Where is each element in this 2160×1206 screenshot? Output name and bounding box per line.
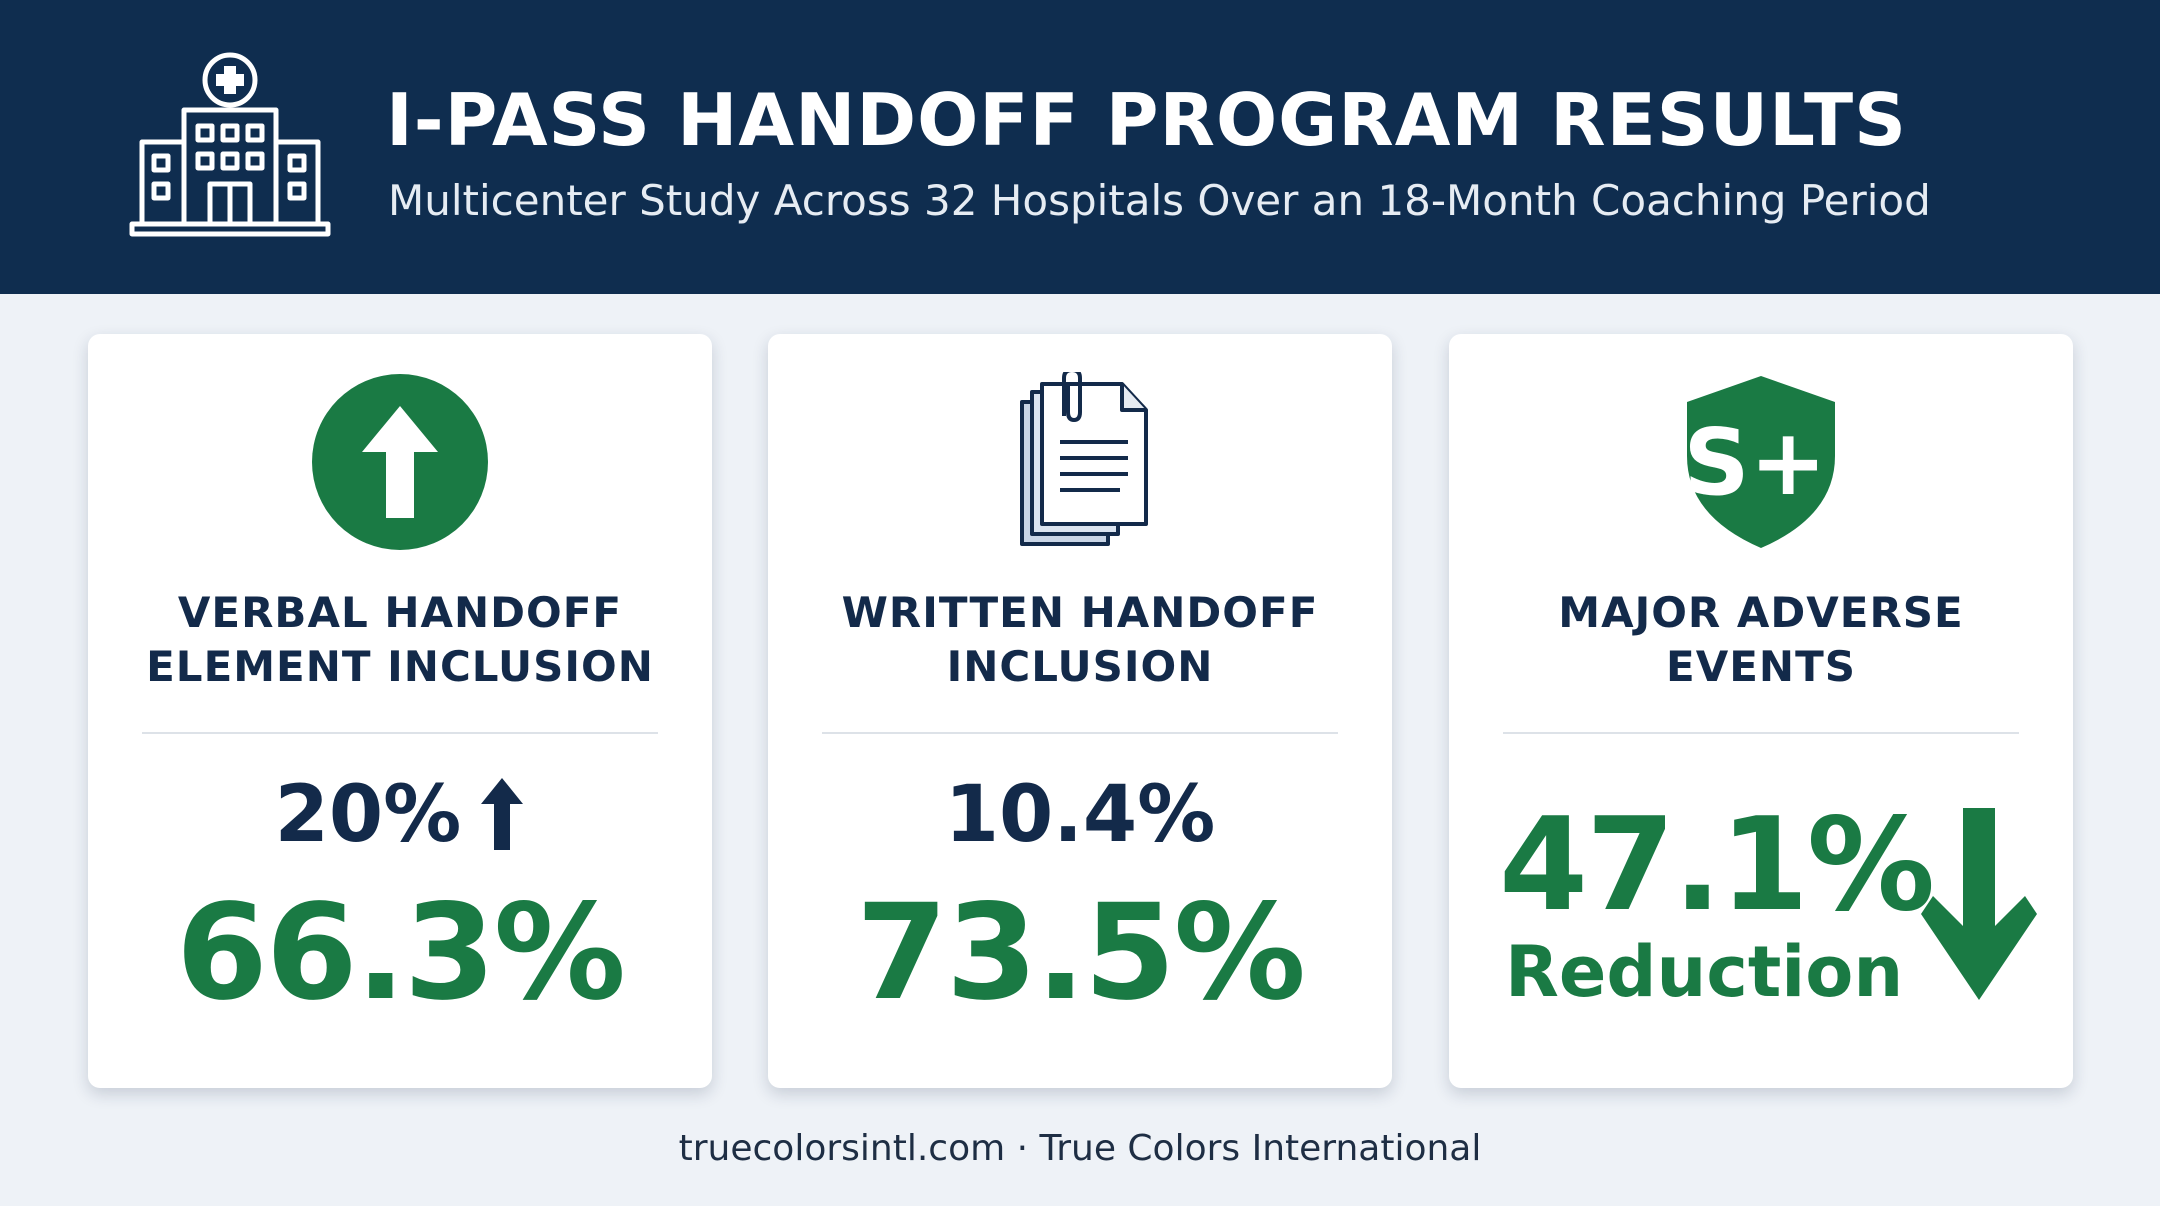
verbal-handoff-card: VERBAL HANDOFF ELEMENT INCLUSION 20% 66.…: [88, 334, 712, 1088]
divider: [1503, 732, 2019, 734]
arrow-down-icon: [1921, 808, 2037, 1000]
card-title-line: WRITTEN HANDOFF: [841, 588, 1319, 637]
arrow-up-circle-icon: [312, 374, 488, 550]
reduction-block: 47.1% Reduction: [1499, 791, 1935, 1013]
shield-text: S+: [1683, 409, 1826, 516]
card-title-line: VERBAL HANDOFF: [177, 588, 623, 637]
footer-credit: truecolorsintl.com · True Colors Interna…: [678, 1128, 1482, 1169]
header-banner: I-PASS HANDOFF PROGRAM RESULTS Multicent…: [0, 0, 2160, 294]
reduction-value: 47.1%: [1499, 791, 1935, 940]
divider: [822, 732, 1338, 734]
reduction-label: Reduction: [1505, 931, 1904, 1013]
written-handoff-card: WRITTEN HANDOFF INCLUSION 10.4% 73.5%: [768, 334, 1392, 1088]
adverse-events-card: S+ MAJOR ADVERSE EVENTS 47.1% Reduction: [1449, 334, 2073, 1088]
result-value: 66.3%: [176, 876, 626, 1030]
card-title: VERBAL HANDOFF ELEMENT INCLUSION: [108, 586, 692, 694]
arrow-up-icon: [481, 777, 524, 850]
shield-icon: S+: [1683, 376, 1835, 548]
result-value: 73.5%: [856, 876, 1306, 1030]
card-title: WRITTEN HANDOFF INCLUSION: [788, 586, 1372, 694]
card-title-line: MAJOR ADVERSE: [1558, 588, 1964, 637]
card-title-line: EVENTS: [1666, 642, 1856, 691]
baseline-value: 20%: [88, 770, 712, 860]
card-title: MAJOR ADVERSE EVENTS: [1469, 586, 2053, 694]
page-subtitle: Multicenter Study Across 32 Hospitals Ov…: [388, 176, 1931, 225]
divider: [142, 732, 658, 734]
card-title-line: ELEMENT INCLUSION: [146, 642, 654, 691]
baseline-value-text: 20%: [274, 770, 462, 860]
document-icon: [1020, 372, 1148, 546]
page-title: I-PASS HANDOFF PROGRAM RESULTS: [386, 78, 1908, 162]
baseline-value: 10.4%: [944, 770, 1216, 860]
card-title-line: INCLUSION: [946, 642, 1214, 691]
hospital-icon: [129, 52, 331, 237]
